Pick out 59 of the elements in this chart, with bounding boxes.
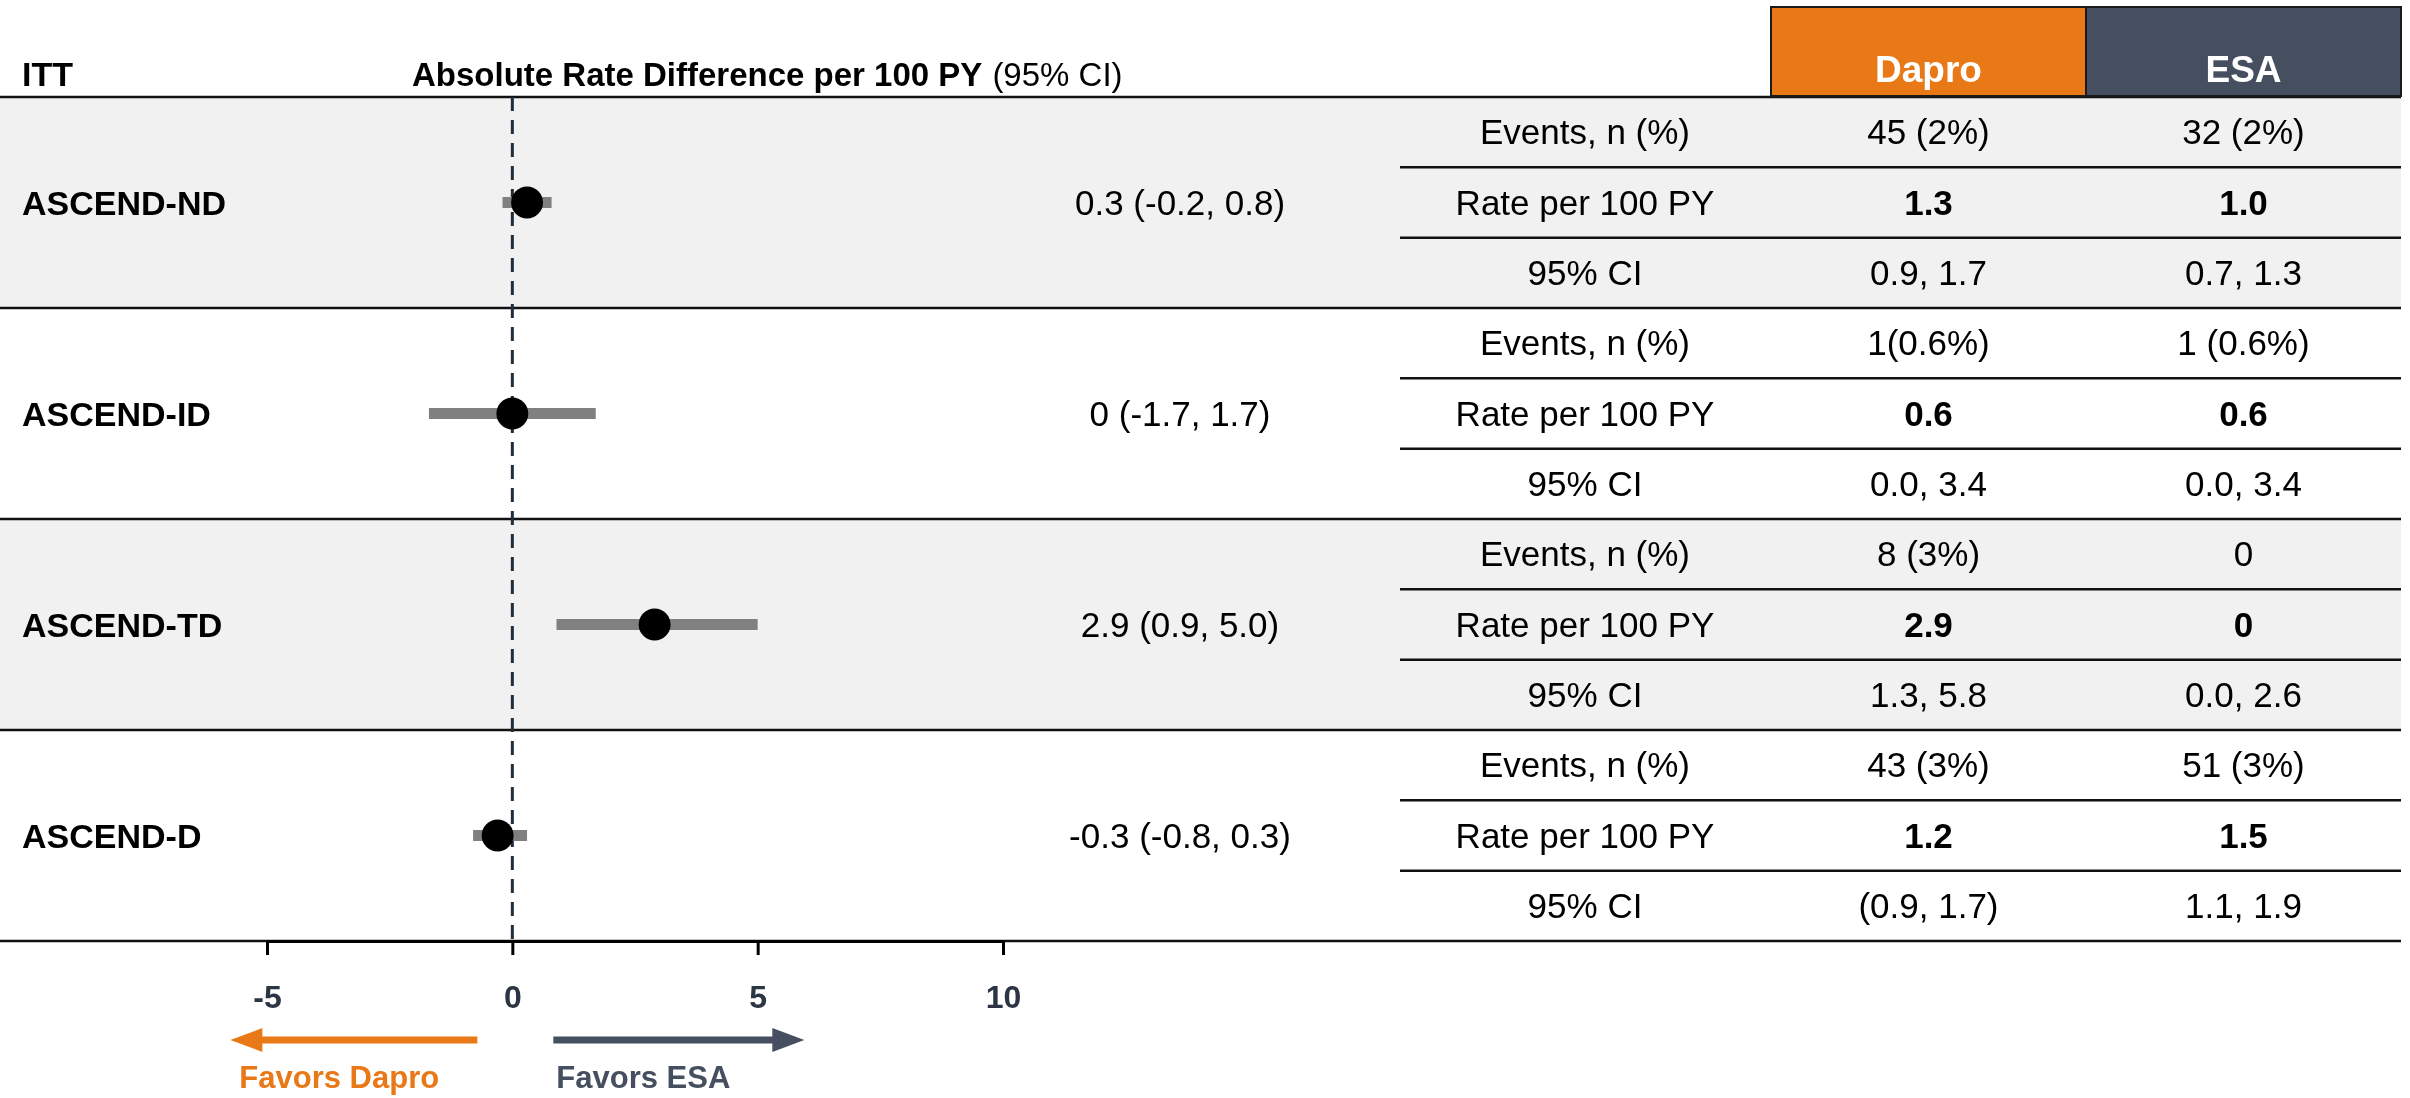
- text: 0.0, 3.4: [1870, 463, 1987, 503]
- category-label: 95% CI: [1527, 885, 1643, 925]
- x-tick-label: -5: [253, 978, 282, 1015]
- text: 43 (3%): [1867, 745, 1990, 785]
- data-label: 0 (-1.7, 1.7): [1089, 393, 1271, 433]
- x-tick-label: 5: [749, 978, 768, 1015]
- point: [638, 608, 671, 641]
- point: [481, 819, 514, 852]
- text: 1.2: [1904, 815, 1953, 855]
- text: 1.3: [1904, 182, 1953, 222]
- text: Favors Dapro: [239, 1060, 440, 1095]
- text: 0.6: [2219, 393, 2268, 433]
- text: 1 (0.6%): [2177, 323, 2310, 363]
- category-label: Events, n (%): [1479, 534, 1691, 574]
- text: 0.9, 1.7: [1870, 252, 1987, 292]
- category-label: ESA: [2205, 49, 2282, 90]
- text: 0.0, 2.6: [2185, 674, 2302, 714]
- text: 0.0, 3.4: [2185, 463, 2302, 503]
- text: 45 (2%): [1867, 112, 1990, 152]
- chart-title: Absolute Rate Difference per 100 PY: [412, 56, 983, 93]
- text: 1.0: [2219, 182, 2268, 222]
- y-tick-label: ASCEND-D: [22, 816, 202, 855]
- category-label: 95% CI: [1527, 463, 1643, 503]
- x-tick-label: 10: [985, 978, 1022, 1015]
- text: 0: [2233, 604, 2254, 644]
- category-label: Events, n (%): [1479, 323, 1691, 363]
- y-tick-label: ASCEND-TD: [22, 605, 223, 644]
- category-label: Rate per 100 PY: [1455, 815, 1715, 855]
- data-label: 2.9 (0.9, 5.0): [1080, 604, 1280, 644]
- point: [511, 186, 544, 219]
- text: 1.5: [2219, 815, 2268, 855]
- text: 8 (3%): [1876, 534, 1981, 574]
- category-label: 95% CI: [1527, 674, 1643, 714]
- category-label: Dapro: [1875, 49, 1982, 90]
- y-axis-title: ITT: [22, 55, 74, 93]
- category-label: Rate per 100 PY: [1455, 182, 1715, 222]
- point: [496, 397, 529, 430]
- category-label: 95% CI: [1527, 252, 1643, 292]
- text: 2.9: [1904, 604, 1953, 644]
- category-label: Rate per 100 PY: [1455, 604, 1715, 644]
- chart-subtitle: (95% CI): [992, 56, 1123, 93]
- data-label: -0.3 (-0.8, 0.3): [1069, 815, 1291, 855]
- text: 0.7, 1.3: [2185, 252, 2302, 292]
- category-label: Events, n (%): [1479, 112, 1691, 152]
- text: 0.6: [1904, 393, 1953, 433]
- text: 51 (3%): [2182, 745, 2305, 785]
- text: (0.9, 1.7): [1858, 885, 1999, 925]
- y-tick-label: ASCEND-ID: [22, 394, 211, 433]
- text: 32 (2%): [2182, 112, 2305, 152]
- category-label: Rate per 100 PY: [1455, 393, 1715, 433]
- text: 0: [2233, 534, 2254, 574]
- data-label: 0.3 (-0.2, 0.8): [1074, 182, 1286, 222]
- text: 1.3, 5.8: [1870, 674, 1987, 714]
- category-label: Events, n (%): [1479, 745, 1691, 785]
- text: 1.1, 1.9: [2185, 885, 2302, 925]
- y-tick-label: ASCEND-ND: [22, 183, 226, 222]
- text: 1(0.6%): [1867, 323, 1990, 363]
- x-tick-label: 0: [503, 978, 522, 1015]
- text: Favors ESA: [556, 1060, 731, 1095]
